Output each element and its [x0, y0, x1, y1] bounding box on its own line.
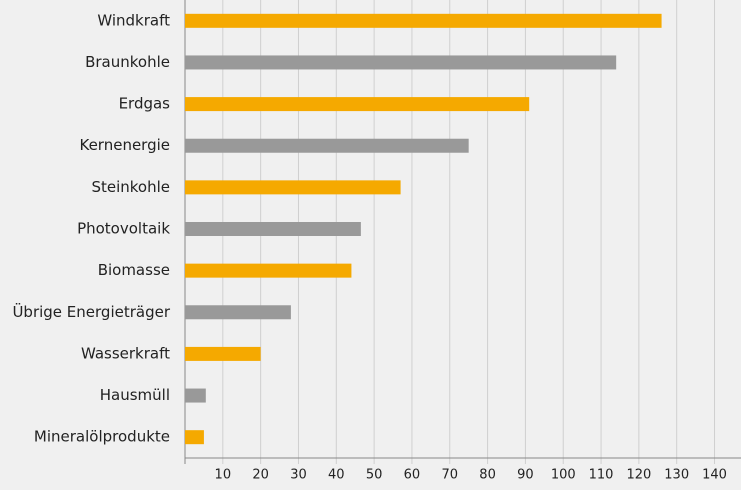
bar: [185, 180, 401, 195]
x-tick-label: 20: [252, 468, 269, 483]
y-tick-label: Hausmüll: [100, 386, 170, 404]
bar: [185, 346, 261, 361]
y-tick-label: Photovoltaik: [77, 220, 170, 238]
x-tick-label: 90: [517, 468, 534, 483]
bar: [185, 263, 352, 278]
x-tick-label: 130: [664, 468, 689, 483]
x-tick-label: 120: [626, 468, 651, 483]
y-tick-label: Wasserkraft: [81, 344, 170, 362]
bar: [185, 388, 206, 403]
x-tick-label: 30: [290, 468, 307, 483]
y-tick-label: Windkraft: [97, 11, 170, 29]
y-tick-label: Kernenergie: [79, 136, 170, 154]
bar: [185, 222, 361, 236]
x-tick-label: 60: [404, 468, 421, 483]
y-tick-label: Biomasse: [98, 261, 170, 279]
x-tick-label: 10: [215, 468, 232, 483]
x-tick-label: 70: [441, 468, 458, 483]
bar: [185, 13, 662, 28]
x-tick-label: 40: [328, 468, 345, 483]
bar: [185, 55, 617, 70]
y-tick-label: Erdgas: [119, 95, 171, 113]
bar: [185, 305, 291, 320]
bar: [185, 430, 204, 445]
bar: [185, 138, 469, 153]
bar: [185, 97, 530, 112]
x-tick-label: 80: [479, 468, 496, 483]
y-tick-label: Steinkohle: [91, 178, 170, 196]
x-tick-label: 140: [702, 468, 727, 483]
x-tick-label: 50: [366, 468, 383, 483]
y-tick-label: Mineralölprodukte: [34, 428, 170, 446]
x-tick-label: 110: [589, 468, 614, 483]
y-tick-label: Übrige Energieträger: [12, 302, 170, 321]
y-tick-label: Braunkohle: [85, 53, 170, 71]
x-tick-label: 100: [551, 468, 576, 483]
